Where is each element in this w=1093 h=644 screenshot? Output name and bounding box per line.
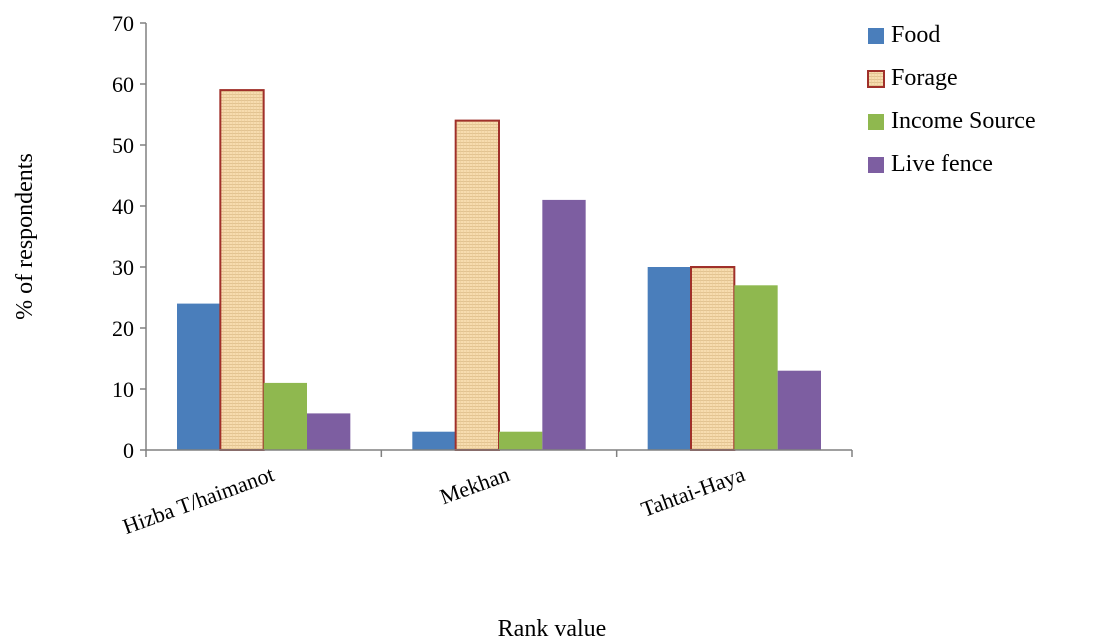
legend-swatch-live-fence xyxy=(868,157,884,173)
legend-label-income-source: Income Source xyxy=(891,108,1036,134)
y-tick-label: 60 xyxy=(112,72,134,97)
bar-hizba-t-haimanot-live-fence xyxy=(307,413,351,450)
bar-mekhan-income-source xyxy=(499,431,543,450)
x-category-label: Tahtai-Haya xyxy=(638,461,749,522)
plot-area xyxy=(177,89,821,451)
bar-tahtai-haya-live-fence xyxy=(777,370,821,450)
x-category-label: Hizba T/haimanot xyxy=(119,461,277,539)
legend: Food Forage Income Source Live fence xyxy=(867,22,1036,177)
x-category-label: Mekhan xyxy=(436,461,512,509)
y-axis: 0 10 20 30 40 50 60 70 xyxy=(112,11,147,463)
y-tick-label: 20 xyxy=(112,316,134,341)
legend-label-food: Food xyxy=(891,22,940,48)
legend-swatch-food xyxy=(868,28,884,44)
bar-mekhan-forage xyxy=(454,119,500,451)
bar-hizba-t-haimanot-forage xyxy=(219,89,265,451)
bar-tahtai-haya-forage xyxy=(690,266,736,451)
bar-tahtai-haya-food xyxy=(647,267,691,450)
bar-hizba-t-haimanot-income-source xyxy=(263,382,307,450)
y-tick-label: 70 xyxy=(112,11,134,36)
y-tick-label: 10 xyxy=(112,377,134,402)
y-tick-label: 50 xyxy=(112,133,134,158)
x-axis-title: Rank value xyxy=(498,616,607,642)
bar-tahtai-haya-income-source xyxy=(734,285,778,450)
legend-label-live-fence: Live fence xyxy=(891,151,993,177)
x-axis: Hizba T/haimanot Mekhan Tahtai-Haya xyxy=(119,449,853,539)
bar-mekhan-food xyxy=(412,431,456,450)
bar-hizba-t-haimanot-food xyxy=(177,303,221,450)
y-tick-label: 40 xyxy=(112,194,134,219)
bar-mekhan-live-fence xyxy=(542,199,586,450)
legend-swatch-income-source xyxy=(868,114,884,130)
y-tick-label: 0 xyxy=(123,438,134,463)
y-tick-label: 30 xyxy=(112,255,134,280)
legend-swatch-forage xyxy=(867,70,885,88)
legend-label-forage: Forage xyxy=(891,65,958,91)
y-axis-title: % of respondents xyxy=(12,153,38,320)
